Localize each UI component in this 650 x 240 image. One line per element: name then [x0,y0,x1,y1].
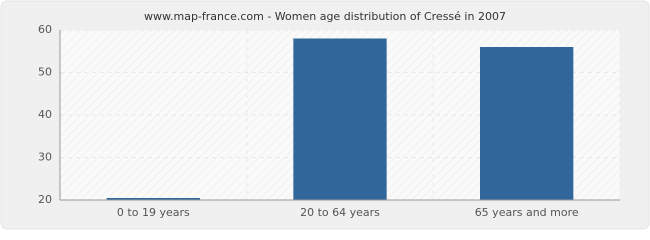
bar [293,38,387,200]
y-tick-label: 40 [38,108,52,121]
x-tick-label: 65 years and more [475,206,579,219]
chart: www.map-france.com - Women age distribut… [0,0,650,230]
y-tick-label: 20 [38,193,52,206]
bar [480,47,574,200]
page: www.map-france.com - Women age distribut… [0,0,650,230]
x-tick-label: 0 to 19 years [117,206,190,219]
y-tick-label: 50 [38,66,52,79]
x-tick-label: 20 to 64 years [300,206,380,219]
y-tick-label: 60 [38,23,52,36]
y-tick-label: 30 [38,151,52,164]
chart-title: www.map-france.com - Women age distribut… [144,10,506,23]
bar [106,198,200,200]
